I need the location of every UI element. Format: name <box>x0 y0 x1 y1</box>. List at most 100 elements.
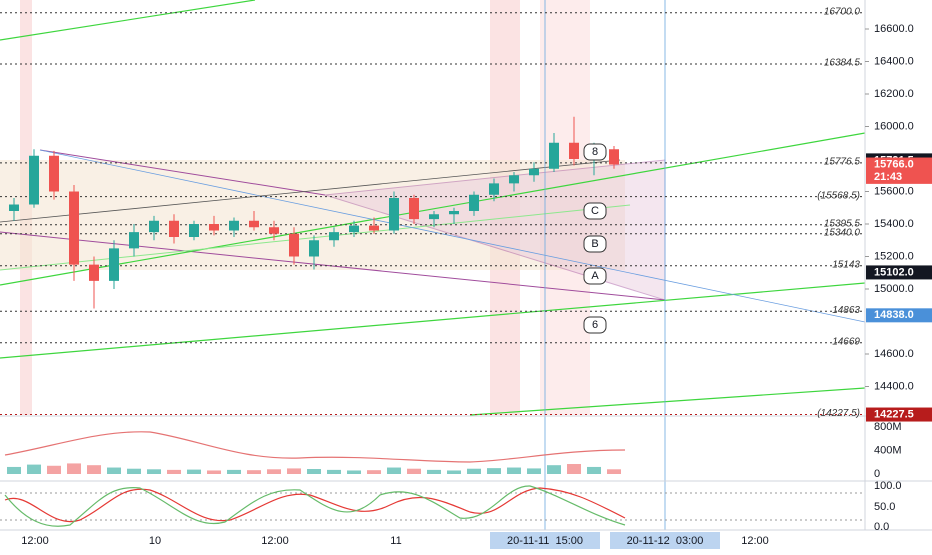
price-tick-label: 14400.0 <box>874 380 914 392</box>
candle-body <box>529 168 539 176</box>
candle-body <box>509 175 519 184</box>
time-label: 11 <box>390 535 401 547</box>
time-highlight <box>610 532 720 549</box>
channel-line <box>0 132 866 286</box>
candle-body <box>289 233 299 257</box>
time-label: 10 <box>149 535 161 547</box>
time-label: 12:00 <box>21 535 49 547</box>
volume-tick-label: 400M <box>874 444 902 456</box>
volume-bar <box>327 469 341 474</box>
price-tick-label: 16200.0 <box>874 88 914 100</box>
candle-body <box>369 225 379 231</box>
candle-body <box>309 240 319 257</box>
volume-tick-label: 800M <box>874 421 902 433</box>
price-tag <box>866 308 932 323</box>
volume-bar <box>487 468 501 474</box>
volume-tick-label: 0 <box>874 468 880 480</box>
volume-bar <box>427 469 441 474</box>
candle-body <box>89 264 99 281</box>
level-label: 16384.5 <box>824 58 861 69</box>
volume-bar <box>307 469 321 474</box>
candle-body <box>209 224 219 231</box>
volume-bar <box>227 469 241 474</box>
candle-body <box>449 211 459 215</box>
candle-body <box>409 198 419 220</box>
volume-bar <box>187 469 201 474</box>
trend-line <box>39 149 866 323</box>
volume-bar <box>167 469 181 474</box>
price-tick-label: 16400.0 <box>874 55 914 67</box>
price-tag <box>866 169 932 184</box>
candle-body <box>229 220 239 231</box>
volume-bar <box>547 465 561 474</box>
volume-bar <box>27 464 41 474</box>
volume-bar <box>607 469 621 474</box>
volume-bar <box>567 464 581 474</box>
volume-bar <box>267 469 281 474</box>
osc-line <box>4 485 626 527</box>
price-tick-label: 16600.0 <box>874 23 914 35</box>
candle-body <box>189 224 199 237</box>
price-tick-label: 14600.0 <box>874 348 914 360</box>
candle-body <box>269 227 279 234</box>
price-tick-label: 15400.0 <box>874 218 914 230</box>
level-label: 16700.0 <box>824 6 861 17</box>
candle-body <box>149 220 159 233</box>
candle-body <box>29 155 39 205</box>
price-tag <box>866 407 932 422</box>
price-tick-label: 16000.0 <box>874 120 914 132</box>
channel-line <box>0 282 866 359</box>
channel-line <box>469 387 866 416</box>
channel-line <box>0 0 256 41</box>
time-highlight <box>490 532 600 549</box>
wave-label: C <box>591 205 599 217</box>
wave-bubble <box>583 143 607 161</box>
trend-line <box>39 149 326 196</box>
level-label: 15776.5 <box>824 156 861 167</box>
candle-body <box>249 220 259 228</box>
candle-body <box>609 149 619 165</box>
volume-bar <box>347 470 361 474</box>
candle-body <box>9 204 19 211</box>
price-tag-label: 21:43 <box>874 171 902 183</box>
level-label: 15395.5 <box>824 218 861 229</box>
volume-bar <box>67 463 81 474</box>
volume-bar <box>7 466 21 474</box>
level-label: (15568.5) <box>817 190 860 201</box>
wave-label: A <box>591 270 599 282</box>
channel-line <box>0 204 631 271</box>
osc-line <box>4 487 626 523</box>
candle-body <box>69 191 79 265</box>
osc-tick-label: 0.0 <box>874 521 889 533</box>
candle-body <box>329 232 339 241</box>
price-tag-label: 15102.0 <box>874 266 914 278</box>
volume-bar <box>527 468 541 474</box>
price-tag-label: 15766.0 <box>874 158 914 170</box>
time-label: 12:00 <box>741 535 769 547</box>
candle-body <box>549 142 559 169</box>
volume-bar <box>367 470 381 474</box>
volume-bar <box>387 467 401 474</box>
volume-bar <box>87 465 101 474</box>
candle-body <box>569 142 579 159</box>
candle-body <box>349 225 359 233</box>
osc-tick-label: 100.0 <box>874 480 902 492</box>
wave-bubble <box>583 316 607 334</box>
candle-body <box>489 183 499 195</box>
volume-bar <box>207 470 221 474</box>
volume-bar <box>127 468 141 474</box>
trend-line <box>0 231 666 301</box>
wave-label: 6 <box>592 319 598 331</box>
candle-body <box>109 248 119 281</box>
wave-bubble <box>583 202 607 220</box>
wave-label: B <box>591 238 598 250</box>
time-highlight-label: 20-11-12 03:00 <box>627 535 704 547</box>
volume-bar <box>107 467 121 474</box>
volume-bar <box>447 470 461 474</box>
level-label: 14863 <box>832 305 860 316</box>
level-label: 14669 <box>832 336 860 347</box>
volume-bar <box>587 466 601 474</box>
trend-line <box>0 159 621 223</box>
